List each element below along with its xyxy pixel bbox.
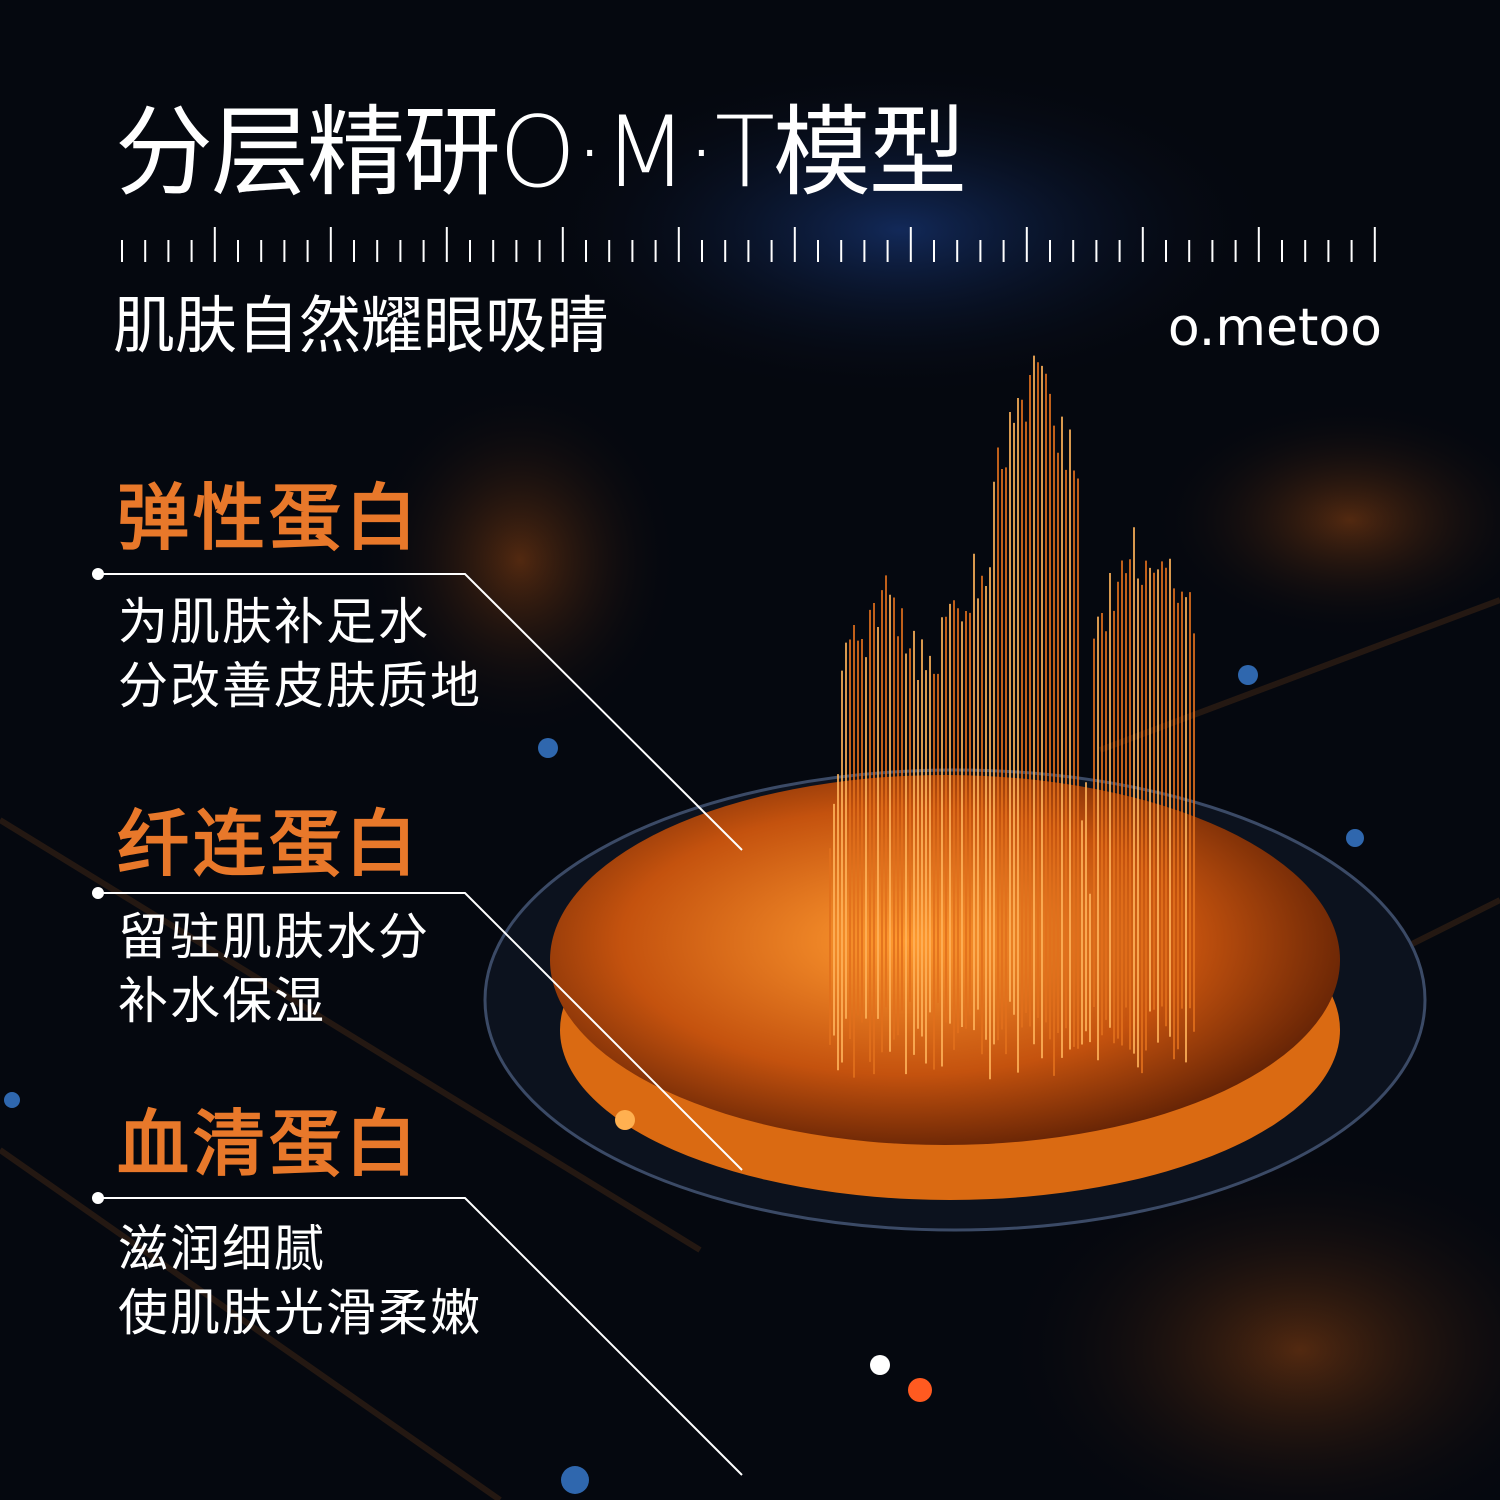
glowing-bars-illustration <box>829 355 1195 1080</box>
desc-line: 使肌肤光滑柔嫩 <box>118 1284 482 1342</box>
feature-heading-elastin: 弹性蛋白 <box>117 476 422 560</box>
feature-desc-fibronectin: 留驻肌肤水分 补水保湿 <box>118 905 430 1033</box>
desc-line: 为肌肤补足水 <box>118 593 430 651</box>
brand-logo-text: o.metoo <box>1167 298 1382 358</box>
desc-line: 滋润细腻 <box>118 1220 326 1278</box>
feature-desc-elastin: 为肌肤补足水 分改善皮肤质地 <box>118 590 482 718</box>
page-subtitle: 肌肤自然耀眼吸睛 <box>113 289 610 362</box>
desc-line: 分改善皮肤质地 <box>118 657 482 715</box>
feature-heading-fibronectin: 纤连蛋白 <box>117 802 422 886</box>
desc-line: 留驻肌肤水分 <box>118 908 430 966</box>
desc-line: 补水保湿 <box>118 972 326 1030</box>
feature-heading-albumin: 血清蛋白 <box>117 1102 422 1186</box>
feature-desc-albumin: 滋润细腻 使肌肤光滑柔嫩 <box>118 1217 482 1345</box>
page-title: 分层精研O·M·T模型 <box>115 96 967 210</box>
